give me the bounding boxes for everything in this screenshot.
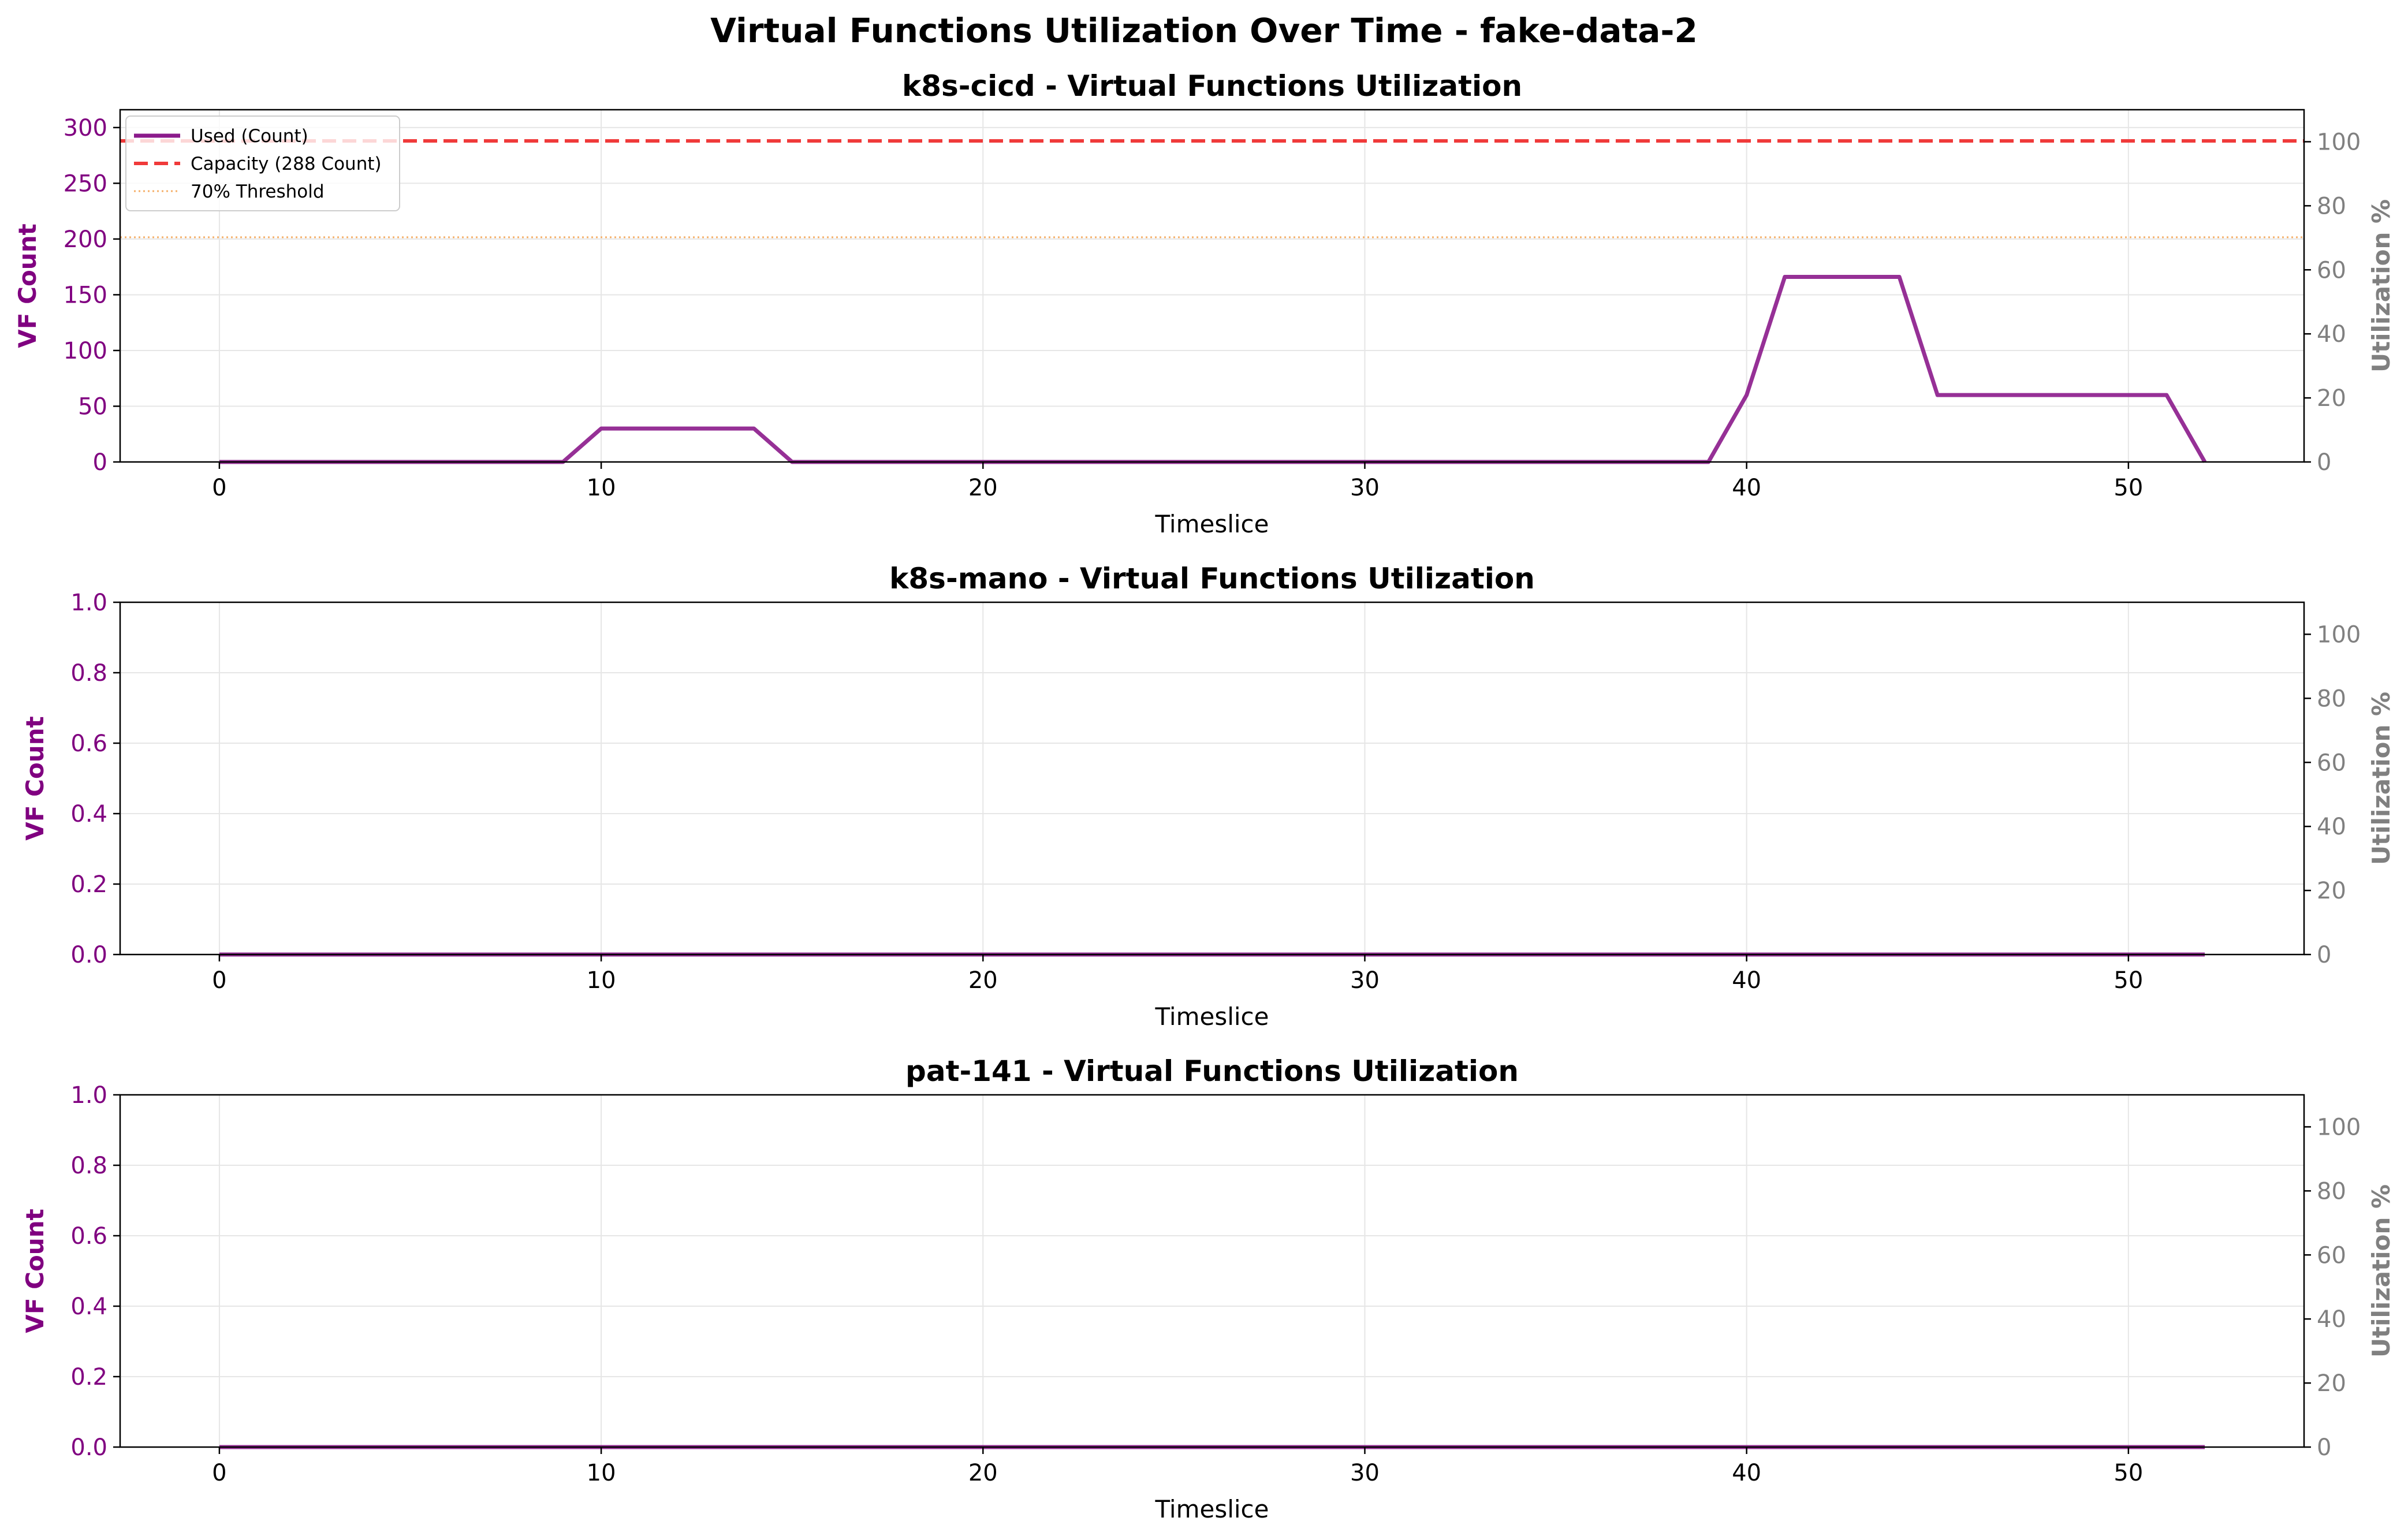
y-tick-label: 0.2 <box>70 871 107 898</box>
x-tick-label: 30 <box>1350 475 1380 501</box>
x-tick-label: 40 <box>1732 475 1761 501</box>
x-tick-label: 30 <box>1350 967 1380 994</box>
panel-3: 0 10 20 30 40 50 0.0 0.2 0.4 0.6 0.8 1.0 0 20 40 60 80 10… <box>21 1054 2395 1523</box>
x-tick-label: 0 <box>212 967 226 994</box>
y-axis-label: VF Count <box>21 716 49 840</box>
y-right-tick-label: 40 <box>2317 321 2346 348</box>
y-tick-label: 0.6 <box>70 730 107 757</box>
y-right-tick-label: 80 <box>2317 685 2346 712</box>
x-tick-label: 40 <box>1732 967 1761 994</box>
y-tick-label: 250 <box>64 170 107 197</box>
panels: 0 10 20 30 40 5005010015020025030002040608010… <box>13 69 2395 1523</box>
x-tick-label: 20 <box>968 967 998 994</box>
y-axis-label: VF Count <box>13 223 42 348</box>
panel-2: 0 10 20 30 40 50 0.0 0.2 0.4 0.6 0.8 1.0 0 20 40 60 80 10… <box>21 562 2395 1031</box>
plot-frame <box>119 109 2305 463</box>
y-tick-label: 0.0 <box>70 1434 107 1461</box>
y-right-tick-label: 0 <box>2317 942 2331 968</box>
y-right-tick-label: 100 <box>2317 1114 2361 1140</box>
panel-title: pat-141 - Virtual Functions Utilization <box>905 1054 1519 1088</box>
y-tick-label: 0.4 <box>70 1293 107 1320</box>
legend-label: Used (Count) <box>191 126 308 147</box>
x-tick-label: 50 <box>2113 1460 2143 1486</box>
panel-1: 0 10 20 30 40 50 0 50 100 150 200 250 300 0 20 40 60 80 10… <box>13 69 2395 538</box>
y-right-tick-label: 40 <box>2317 814 2346 840</box>
y-axis-label: VF Count <box>21 1209 49 1333</box>
x-tick-label: 20 <box>968 475 998 501</box>
y-right-tick-label: 60 <box>2317 257 2346 284</box>
x-tick-label: 0 <box>212 475 226 501</box>
legend-box <box>125 115 400 211</box>
y-right-tick-label: 40 <box>2317 1306 2346 1333</box>
y-tick-label: 200 <box>64 226 107 253</box>
x-tick-label: 20 <box>968 1460 998 1486</box>
x-tick-label: 10 <box>587 967 616 994</box>
y-right-axis-label: Utilization % <box>2367 199 2395 372</box>
x-axis-label: Timeslice <box>1155 510 1269 538</box>
legend-label: 70% Threshold <box>191 181 325 202</box>
y-tick-label: 300 <box>64 115 107 141</box>
x-tick-label: 10 <box>587 475 616 501</box>
x-tick-label: 50 <box>2113 967 2143 994</box>
y-tick-label: 0.0 <box>70 942 107 968</box>
x-axis-label: Timeslice <box>1155 1002 1269 1031</box>
y-right-tick-label: 0 <box>2317 449 2331 476</box>
y-tick-label: 100 <box>64 338 107 364</box>
x-tick-label: 0 <box>212 1460 226 1486</box>
plot-frame <box>119 1094 2305 1448</box>
y-right-tick-label: 100 <box>2317 129 2361 155</box>
y-right-tick-label: 20 <box>2317 385 2346 412</box>
legend: Used (Count) Capacity (288 Count) 70% Thre… <box>125 115 400 211</box>
y-right-tick-label: 20 <box>2317 878 2346 904</box>
x-tick-label: 50 <box>2113 475 2143 501</box>
x-tick-label: 30 <box>1350 1460 1380 1486</box>
y-tick-label: 150 <box>64 282 107 308</box>
panel-title: k8s-cicd - Virtual Functions Utilization <box>902 69 1522 103</box>
series-line-used <box>219 275 2207 464</box>
x-tick-label: 40 <box>1732 1460 1761 1486</box>
x-axis-label: Timeslice <box>1155 1495 1269 1523</box>
y-tick-label: 0.2 <box>70 1364 107 1390</box>
y-right-axis-label: Utilization % <box>2367 692 2395 865</box>
panel-title: k8s-mano - Virtual Functions Utilization <box>889 562 1535 595</box>
y-right-tick-label: 60 <box>2317 1242 2346 1269</box>
y-right-tick-label: 80 <box>2317 1178 2346 1205</box>
y-right-tick-label: 60 <box>2317 750 2346 776</box>
plot-frame <box>119 601 2305 956</box>
y-right-axis-label: Utilization % <box>2367 1184 2395 1358</box>
y-tick-label: 0 <box>93 449 107 476</box>
y-right-tick-label: 80 <box>2317 193 2346 219</box>
y-right-tick-label: 0 <box>2317 1434 2331 1461</box>
y-right-tick-label: 20 <box>2317 1370 2346 1397</box>
y-right-tick-label: 100 <box>2317 621 2361 648</box>
y-tick-label: 0.8 <box>70 660 107 687</box>
y-tick-label: 0.8 <box>70 1153 107 1179</box>
y-tick-label: 50 <box>78 393 107 420</box>
legend-label: Capacity (288 Count) <box>191 154 382 174</box>
y-tick-label: 0.6 <box>70 1223 107 1250</box>
y-tick-label: 1.0 <box>70 1082 107 1109</box>
figure-title: Virtual Functions Utilization Over Time … <box>710 11 1698 50</box>
y-tick-label: 1.0 <box>70 590 107 616</box>
x-tick-label: 10 <box>587 1460 616 1486</box>
y-tick-label: 0.4 <box>70 801 107 827</box>
